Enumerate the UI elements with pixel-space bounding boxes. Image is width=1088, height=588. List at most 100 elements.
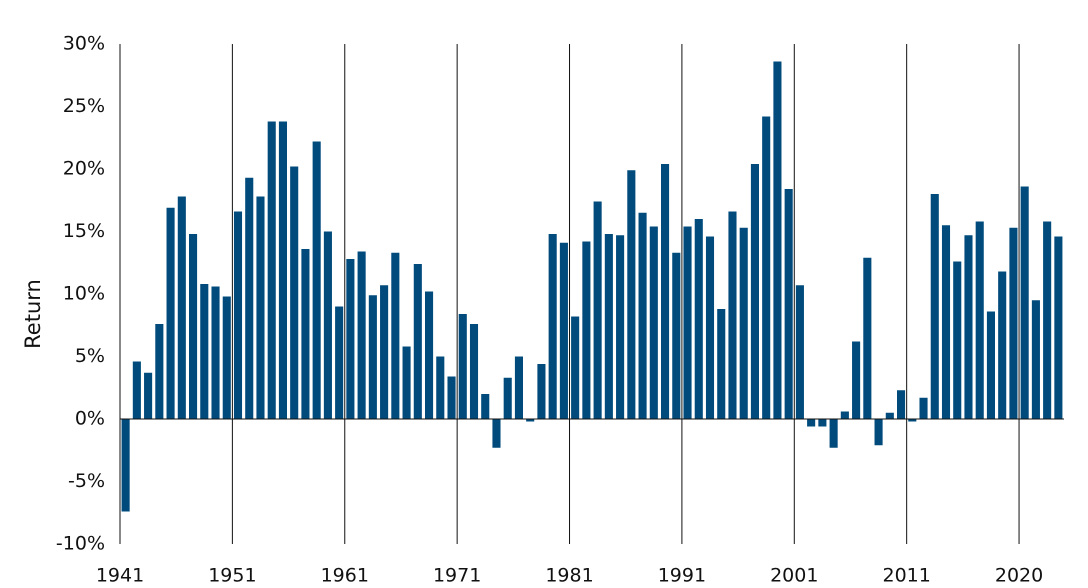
bar [335, 306, 344, 419]
bar [447, 376, 456, 419]
bar [616, 235, 625, 419]
bar [233, 211, 243, 419]
y-tick-label: -10% [56, 533, 105, 555]
x-tick-label: 1951 [208, 565, 256, 587]
bar [964, 235, 973, 419]
x-tick-label: 2020 [995, 565, 1043, 587]
y-tick-label: 0% [75, 408, 105, 430]
bar [593, 201, 602, 419]
bar [312, 141, 321, 419]
bar [863, 257, 872, 419]
y-tick-label: 30% [63, 33, 105, 55]
bar [200, 284, 209, 419]
x-tick-label: 2001 [770, 565, 818, 587]
x-tick-label: 1971 [433, 565, 481, 587]
bar [1031, 300, 1040, 419]
bar [413, 264, 422, 419]
bar [189, 234, 198, 419]
bar [436, 356, 445, 419]
bar [132, 361, 141, 419]
y-tick-label: 15% [63, 220, 105, 242]
bar [503, 377, 512, 419]
bar [1020, 186, 1029, 419]
bar [683, 226, 692, 419]
bar [661, 164, 670, 419]
bar [346, 259, 355, 419]
bar [885, 412, 894, 419]
bar [840, 411, 849, 419]
bar [391, 252, 400, 419]
bar [245, 177, 254, 419]
bar [380, 285, 389, 419]
bar [1009, 227, 1018, 419]
bar [121, 419, 130, 512]
bar [784, 189, 793, 419]
bar [402, 346, 411, 419]
bar [582, 241, 591, 419]
bar [571, 316, 580, 419]
x-tick-label: 2011 [882, 565, 930, 587]
bar [537, 364, 546, 419]
bar [818, 419, 827, 427]
bar [728, 211, 737, 419]
bar [649, 226, 658, 419]
bar [672, 252, 681, 419]
bar [762, 116, 771, 419]
bar [739, 227, 748, 419]
bar [514, 356, 523, 419]
bar [425, 291, 434, 419]
bar [829, 419, 838, 448]
bar [795, 285, 804, 419]
bar [705, 236, 715, 419]
bar [492, 419, 501, 448]
bar [930, 194, 939, 419]
bar [975, 221, 984, 419]
bar [323, 231, 332, 419]
bar [481, 394, 490, 419]
bar [548, 234, 557, 419]
bar [290, 166, 299, 419]
bar [357, 251, 366, 419]
bar [807, 419, 816, 427]
bar [368, 295, 377, 419]
bar [941, 225, 951, 419]
bar [986, 311, 995, 419]
bar [526, 419, 535, 422]
bar [144, 372, 153, 419]
bar [301, 249, 310, 419]
x-tick-label: 1961 [321, 565, 369, 587]
bar [638, 212, 647, 419]
bar [1054, 236, 1063, 419]
bar [627, 170, 636, 419]
bar [694, 219, 703, 419]
x-tick-label: 1981 [545, 565, 593, 587]
bar [1043, 221, 1052, 419]
bar [852, 341, 861, 419]
bar [750, 164, 759, 419]
y-tick-label: 20% [63, 158, 105, 180]
bar [773, 61, 782, 419]
bar [908, 419, 917, 422]
y-tick-label: -5% [68, 470, 105, 492]
y-tick-label: 25% [63, 95, 105, 117]
bar [166, 207, 175, 419]
bar [458, 314, 467, 419]
x-tick-label: 1991 [658, 565, 706, 587]
bar [953, 261, 962, 419]
bar [222, 296, 231, 419]
y-axis-label: Return [21, 279, 45, 349]
bar [998, 271, 1007, 419]
bar [211, 286, 220, 419]
bar [919, 397, 928, 419]
bar [717, 309, 726, 419]
bar [469, 324, 479, 419]
x-tick-label: 1941 [96, 565, 144, 587]
bar [177, 196, 186, 419]
bar [874, 419, 883, 446]
bar [278, 121, 287, 419]
bar [897, 390, 906, 419]
bar [267, 121, 276, 419]
bar [559, 242, 568, 419]
